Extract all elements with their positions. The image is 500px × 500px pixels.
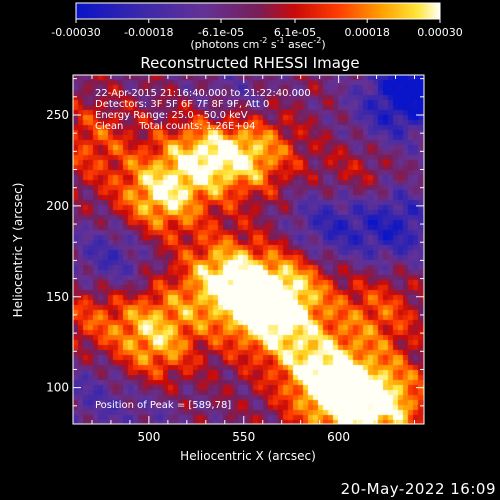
x-tick-label: 600 [327, 430, 350, 444]
colorbar-tick-label: -6.1e-05 [198, 26, 244, 39]
colorbar-tick-label: -0.00030 [51, 26, 100, 39]
colorbar-ticks: -0.00030 -0.00018 -6.1e-05 6.1e-05 0.00018 0.… [51, 19, 463, 39]
axes: 500 550 600 100 150 200 250 [46, 75, 424, 444]
chart-title: Reconstructed RHESSI Image [140, 54, 359, 72]
y-tick-label: 100 [46, 381, 69, 395]
colorbar-tick-label: -0.00018 [124, 26, 173, 39]
y-axis-label: Heliocentric Y (arcsec) [11, 183, 25, 318]
colorbar-gradient [76, 3, 440, 19]
colorbar-tick-label: 0.00018 [344, 26, 390, 39]
colorbar-tick-label: 0.00030 [417, 26, 463, 39]
annotation-detectors: Detectors: 3F 5F 6F 7F 8F 9F, Att 0 [95, 99, 269, 110]
colorbar-frame [75, 2, 441, 20]
annotation-energy-range: Energy Range: 25.0 - 50.0 keV [95, 110, 248, 121]
x-axis-label: Heliocentric X (arcsec) [180, 449, 316, 463]
x-tick-label: 550 [232, 430, 255, 444]
annotation-peak-position: Position of Peak = [589,78] [95, 400, 231, 411]
colorbar-tick-label: 6.1e-05 [274, 26, 316, 39]
annotation-clean-counts: Clean Total counts: 1.26E+04 [95, 121, 255, 132]
y-tick-label: 150 [46, 290, 69, 304]
timestamp: 20-May-2022 16:09 [340, 480, 496, 498]
annotation-time-range: 22-Apr-2015 21:16:40.000 to 21:22:40.000 [95, 88, 311, 99]
y-tick-label: 250 [46, 108, 69, 122]
heatmap-image [73, 75, 424, 424]
plot-frame [72, 74, 425, 425]
y-tick-label: 200 [46, 199, 69, 213]
colorbar-unit-label: (photons cm-2 s-1 asec-2) [190, 36, 325, 51]
annotation-block: 22-Apr-2015 21:16:40.000 to 21:22:40.000… [95, 88, 311, 411]
x-tick-label: 500 [137, 430, 160, 444]
